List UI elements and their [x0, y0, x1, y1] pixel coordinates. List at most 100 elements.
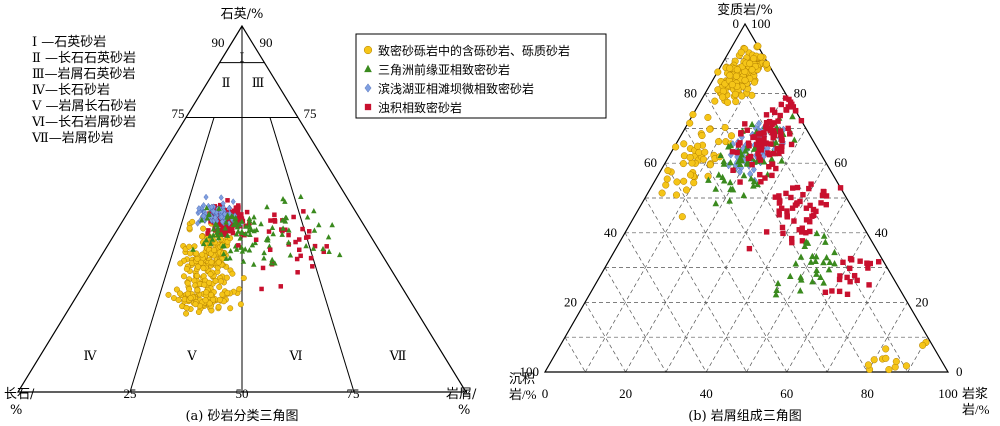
chart-a-point-357: [227, 217, 233, 223]
chart-b-point-142: [689, 111, 697, 119]
chart-a-right-tick-90: 90: [260, 35, 273, 50]
chart-b-point-290: [705, 176, 712, 183]
chart-b-point-364: [761, 130, 767, 136]
chart-b-point-179: [706, 161, 714, 169]
chart-a-point-571: [326, 248, 332, 255]
field-label-vii: Ⅶ: [389, 349, 407, 364]
chart-b-point-199: [882, 354, 890, 362]
chart-b-point-349: [788, 141, 795, 148]
chart-b-point-412: [766, 118, 773, 125]
grid-c-3: [684, 128, 828, 373]
chart-a-point-543: [296, 247, 302, 253]
chart-a-point-211: [217, 278, 224, 285]
chart-b-point-163: [664, 167, 672, 175]
chart-a-point-371: [217, 202, 223, 208]
chart-a-point-120: [198, 233, 205, 240]
chart-b-point-476: [813, 229, 821, 237]
chart-b-point-372: [746, 142, 752, 149]
chart-b-point-308: [727, 185, 734, 193]
grid-c-4: [664, 163, 788, 373]
chart-a-point-541: [310, 264, 315, 269]
chart-b-top-tick-100: 100: [751, 16, 771, 31]
chart-a-point-563: [312, 243, 318, 249]
chart-b-point-192: [919, 341, 927, 349]
chart-b-point-359: [782, 95, 789, 101]
chart-b-point-291: [726, 197, 733, 204]
chart-a-point-579: [265, 235, 271, 241]
chart-b-point-138: [728, 81, 736, 89]
chart-b-point-234: [747, 169, 754, 178]
chart-a-point-453: [203, 204, 210, 211]
chart-b-point-483: [774, 279, 782, 287]
chart-a-point-531: [296, 237, 302, 242]
chart-b-point-489: [772, 291, 780, 298]
chart-a-point-436: [201, 202, 207, 209]
chart-b-point-315: [754, 180, 761, 188]
chart-a-point-570: [329, 222, 335, 228]
chart-a-point-76: [180, 273, 187, 280]
chart-b-point-414: [785, 104, 791, 110]
chart-b-point-177: [658, 189, 666, 197]
chart-b-points: [658, 42, 930, 374]
chart-b-point-510: [865, 265, 871, 271]
chart-b-point-448: [791, 218, 797, 224]
chart-a-point-137: [189, 218, 196, 225]
class-key-1: Ⅰ —石英砂岩: [32, 35, 106, 50]
chart-b-point-331: [738, 156, 745, 164]
grid-a-3: [665, 128, 807, 373]
chart-b-point-436: [788, 194, 794, 201]
chart-a-point-484: [246, 247, 253, 253]
chart-a-point-225: [184, 290, 191, 297]
chart-a-point-555: [293, 239, 298, 245]
chart-a-point-485: [242, 246, 248, 252]
chart-b-triangle: [543, 22, 950, 373]
legend-item-2: 三角洲前缘亚相致密砂岩: [378, 62, 510, 77]
legend: 致密砂砾岩中的含砾砂岩、砾质砂岩 三角洲前缘亚相致密砂岩 滨浅湖亚相滩坝微相致密…: [355, 33, 607, 119]
chart-b-point-497: [798, 276, 805, 283]
chart-a-point-362: [230, 230, 236, 236]
chart-a-point-471: [227, 247, 234, 254]
chart-a-point-194: [183, 310, 190, 317]
grid-a-8: [867, 302, 908, 373]
field-label-v: Ⅴ: [186, 349, 197, 364]
chart-a-point-585: [279, 231, 285, 237]
chart-b-grid: [543, 22, 950, 373]
chart-b-point-37: [723, 98, 732, 106]
chart-b-point-474: [796, 287, 804, 294]
chart-a-point-468: [233, 246, 240, 252]
chart-b-point-128: [726, 71, 734, 79]
chart-a-point-434: [209, 203, 215, 211]
chart-a-point-534: [236, 243, 241, 248]
field-label-vi: Ⅵ: [288, 349, 302, 364]
chart-a-point-249: [177, 290, 184, 297]
grid-a-5: [746, 197, 847, 373]
chart-a-title: (a) 砂岩分类三角图: [185, 409, 298, 424]
chart-b-point-303: [742, 147, 749, 154]
chart-b-bottom-tick-3: 60: [780, 386, 793, 401]
chart-a-point-533: [278, 284, 284, 289]
chart-b-point-335: [778, 148, 785, 154]
chart-b-point-505: [829, 288, 835, 294]
class-key-3: Ⅲ—岩屑石英砂岩: [32, 67, 136, 82]
chart-b-point-488: [825, 266, 833, 273]
chart-b-point-132: [731, 90, 739, 98]
chart-b-point-452: [837, 185, 844, 191]
chart-b-point-310: [791, 136, 798, 143]
chart-b-point-353: [786, 96, 792, 103]
legend-marker-3: [364, 83, 372, 93]
chart-b-point-343: [729, 149, 736, 155]
grid-c-8: [584, 302, 626, 373]
chart-a-point-243: [202, 297, 209, 304]
chart-b-point-190: [882, 345, 890, 353]
chart-a-point-462: [246, 215, 253, 222]
divider-25: [129, 117, 215, 393]
chart-b-point-377: [757, 157, 764, 163]
chart-a-point-430: [219, 218, 225, 225]
chart-a-point-512: [224, 232, 231, 238]
chart-a-point-496: [261, 255, 267, 261]
chart-b-point-471: [807, 202, 813, 209]
chart-a-point-190: [165, 291, 172, 298]
chart-b-bottom-tick-5: 100: [938, 386, 958, 401]
chart-b-point-181: [678, 213, 686, 221]
chart-a-point-469: [198, 217, 205, 223]
